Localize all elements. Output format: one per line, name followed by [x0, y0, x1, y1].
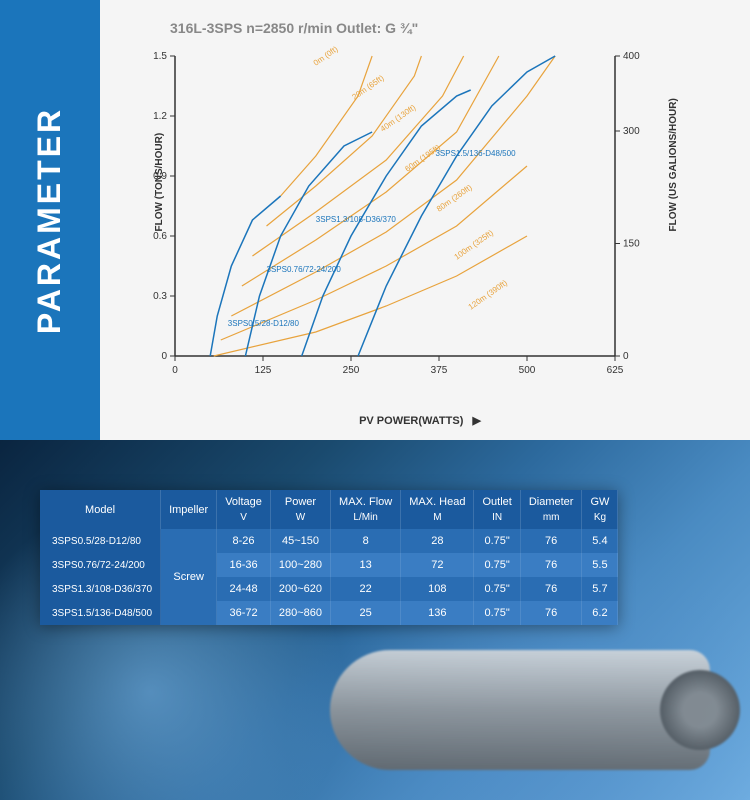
svg-text:100m (325ft): 100m (325ft)	[453, 228, 496, 262]
svg-text:0m (0ft): 0m (0ft)	[312, 46, 340, 68]
cell-flow: 8	[331, 529, 401, 553]
svg-text:0: 0	[623, 351, 629, 362]
cell-power: 280~860	[270, 601, 330, 625]
svg-text:0.6: 0.6	[153, 231, 167, 242]
svg-text:3SPS1.5/136-D48/500: 3SPS1.5/136-D48/500	[435, 149, 516, 158]
cell-flow: 22	[331, 577, 401, 601]
cell-gw: 5.4	[582, 529, 618, 553]
svg-text:60m (195ft): 60m (195ft)	[403, 143, 442, 174]
svg-text:120m (390ft): 120m (390ft)	[467, 278, 510, 312]
y-axis-left-label: FLOW (TONS/HOUR)	[154, 133, 165, 232]
cell-voltage: 8-26	[217, 529, 271, 553]
svg-text:375: 375	[431, 365, 448, 376]
svg-text:1.5: 1.5	[153, 51, 167, 62]
svg-text:250: 250	[343, 365, 360, 376]
pump-chart: 012525037550062500.30.60.91.21.501503004…	[120, 46, 670, 386]
cell-diameter: 76	[520, 529, 582, 553]
cell-model: 3SPS0.5/28-D12/80	[40, 529, 161, 553]
col-gw: GWKg	[582, 490, 618, 529]
svg-text:1.2: 1.2	[153, 111, 167, 122]
svg-text:125: 125	[255, 365, 272, 376]
table-row: 3SPS0.76/72-24/200 16-36100~28013720.75"7…	[40, 553, 618, 577]
cell-outlet: 0.75"	[474, 577, 520, 601]
col-impeller: Impeller	[161, 490, 217, 529]
cell-voltage: 36-72	[217, 601, 271, 625]
x-axis-label: PV POWER(WATTS) ▶	[120, 414, 720, 427]
col-outlet: OutletIN	[474, 490, 520, 529]
pump-illustration	[330, 650, 710, 770]
svg-text:3SPS0.5/28-D12/80: 3SPS0.5/28-D12/80	[228, 319, 300, 328]
svg-text:3SPS1.3/108-D36/370: 3SPS1.3/108-D36/370	[316, 215, 397, 224]
cell-model: 3SPS0.76/72-24/200	[40, 553, 161, 577]
sidebar-title: PARAMETER	[32, 106, 69, 333]
svg-text:400: 400	[623, 51, 640, 62]
cell-model: 3SPS1.5/136-D48/500	[40, 601, 161, 625]
svg-text:300: 300	[623, 126, 640, 137]
svg-text:0: 0	[161, 351, 167, 362]
svg-text:0.3: 0.3	[153, 291, 167, 302]
cell-head: 28	[401, 529, 474, 553]
cell-diameter: 76	[520, 577, 582, 601]
cell-diameter: 76	[520, 601, 582, 625]
cell-flow: 13	[331, 553, 401, 577]
table-row: 3SPS0.5/28-D12/80Screw8-2645~1508280.75"…	[40, 529, 618, 553]
cell-gw: 6.2	[582, 601, 618, 625]
chart-title: 316L-3SPS n=2850 r/min Outlet: G ¾"	[170, 20, 720, 36]
cell-model: 3SPS1.3/108-D36/370	[40, 577, 161, 601]
cell-head: 72	[401, 553, 474, 577]
svg-text:150: 150	[623, 239, 640, 250]
cell-voltage: 16-36	[217, 553, 271, 577]
cell-power: 200~620	[270, 577, 330, 601]
cell-gw: 5.5	[582, 553, 618, 577]
cell-outlet: 0.75"	[474, 553, 520, 577]
svg-text:80m (260ft): 80m (260ft)	[435, 183, 474, 214]
chart-wrap: FLOW (TONS/HOUR) 0 125 250 375 500 625 0 0.3 0.6…	[120, 46, 720, 406]
cell-outlet: 0.75"	[474, 529, 520, 553]
chart-area: 316L-3SPS n=2850 r/min Outlet: G ¾" FLOW…	[100, 0, 750, 440]
svg-text:0: 0	[172, 365, 178, 376]
table-section: ModelImpellerVoltageVPowerWMAX. FlowL/Mi…	[0, 440, 750, 800]
spec-table: ModelImpellerVoltageVPowerWMAX. FlowL/Mi…	[40, 490, 618, 625]
parameter-section: PARAMETER 316L-3SPS n=2850 r/min Outlet:…	[0, 0, 750, 440]
cell-impeller: Screw	[161, 529, 217, 625]
cell-power: 45~150	[270, 529, 330, 553]
cell-gw: 5.7	[582, 577, 618, 601]
cell-head: 136	[401, 601, 474, 625]
table-row: 3SPS1.5/136-D48/500 36-72280~860251360.75…	[40, 601, 618, 625]
svg-text:625: 625	[607, 365, 624, 376]
cell-outlet: 0.75"	[474, 601, 520, 625]
arrow-right-icon: ▶	[472, 414, 480, 427]
svg-text:500: 500	[519, 365, 536, 376]
cell-head: 108	[401, 577, 474, 601]
cell-diameter: 76	[520, 553, 582, 577]
y-axis-right-label: FLOW (US GALIONS/HOUR)	[668, 98, 679, 231]
col-voltage: VoltageV	[217, 490, 271, 529]
cell-voltage: 24-48	[217, 577, 271, 601]
col-model: Model	[40, 490, 161, 529]
svg-text:3SPS0.76/72-24/200: 3SPS0.76/72-24/200	[267, 265, 342, 274]
col-maxhead: MAX. HeadM	[401, 490, 474, 529]
svg-text:20m (65ft): 20m (65ft)	[351, 73, 386, 101]
table-row: 3SPS1.3/108-D36/370 24-48200~620221080.75…	[40, 577, 618, 601]
col-power: PowerW	[270, 490, 330, 529]
col-maxflow: MAX. FlowL/Min	[331, 490, 401, 529]
cell-power: 100~280	[270, 553, 330, 577]
cell-flow: 25	[331, 601, 401, 625]
sidebar: PARAMETER	[0, 0, 100, 440]
col-diameter: Diametermm	[520, 490, 582, 529]
